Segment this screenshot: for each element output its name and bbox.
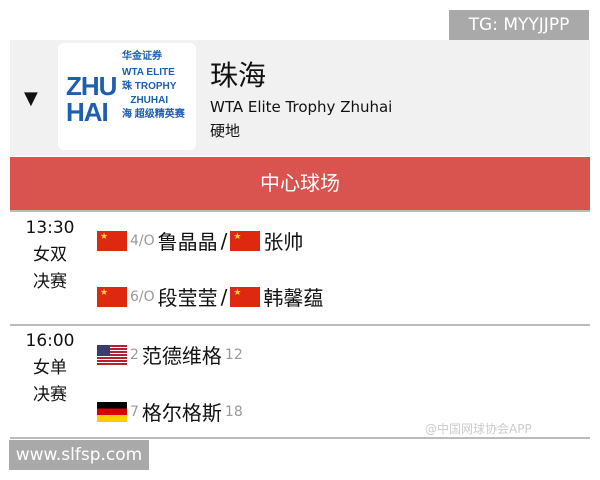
- weibo-watermark: @中国网球协会APP: [425, 422, 532, 436]
- tournament-subtitle: WTA Elite Trophy Zhuhai: [210, 98, 393, 116]
- china-flag-icon: [97, 230, 127, 251]
- seed: 6/O: [130, 288, 155, 305]
- surface: 硬地: [210, 122, 241, 140]
- player-row: 7 格尔格斯 18: [97, 397, 243, 426]
- team-row: 6/O 段莹莹 / 韩馨蕴: [97, 282, 323, 311]
- collapse-triangle-icon[interactable]: ▼: [24, 88, 38, 109]
- tournament-title: 珠海: [210, 59, 267, 92]
- divider: [10, 324, 590, 326]
- tournament-header[interactable]: ▼ ZHU HAI 华金证券 WTA ELITE 珠 TROPHY ZHUHAI …: [10, 40, 590, 156]
- player-name: 张帅: [263, 230, 304, 254]
- match-event: 女单: [33, 358, 67, 378]
- china-flag-icon: [230, 286, 261, 307]
- divider: [10, 210, 590, 212]
- tournament-logo: ZHU HAI 华金证券 WTA ELITE 珠 TROPHY ZHUHAI 海 …: [58, 43, 196, 150]
- player-name: 鲁晶晶: [157, 230, 218, 254]
- match-time: 13:30: [25, 218, 75, 238]
- seed: 7: [130, 403, 139, 420]
- watermark-bottom: www.slfsp.com: [9, 440, 149, 470]
- player-row: 2 范德维格 12: [97, 340, 243, 369]
- watermark-top: TG: MYYJJPP: [449, 10, 589, 40]
- player-name: 范德维格: [141, 344, 222, 368]
- seed: 2: [130, 346, 139, 363]
- divider: [10, 437, 590, 439]
- match-time: 16:00: [25, 331, 75, 351]
- china-flag-icon: [97, 286, 127, 307]
- separator: /: [220, 284, 228, 309]
- usa-flag-icon: [97, 344, 127, 365]
- player-name: 段莹莹: [157, 286, 218, 310]
- seed: 4/O: [130, 232, 155, 249]
- match-round: 决赛: [33, 272, 67, 292]
- court-banner: 中心球场: [10, 157, 590, 210]
- match-event: 女双: [33, 245, 67, 265]
- rank: 12: [224, 346, 243, 363]
- player-name: 韩馨蕴: [263, 286, 324, 310]
- separator: /: [220, 228, 228, 253]
- match-round: 决赛: [33, 385, 67, 405]
- china-flag-icon: [230, 230, 261, 251]
- rank: 18: [224, 403, 243, 420]
- player-name: 格尔格斯: [141, 401, 222, 425]
- team-row: 4/O 鲁晶晶 / 张帅: [97, 226, 303, 255]
- germany-flag-icon: [97, 401, 127, 422]
